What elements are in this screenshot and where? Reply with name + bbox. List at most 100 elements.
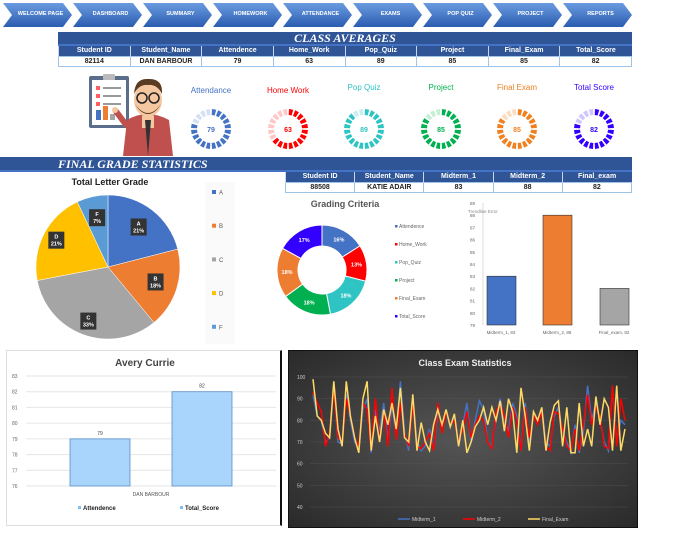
column-header: Pop_Quiz (344, 46, 417, 56)
gauge-segment (296, 113, 304, 121)
gauge-segment (521, 110, 528, 118)
nav-welcome-page[interactable]: WELCOME PAGE (3, 3, 72, 27)
gauge-segment (511, 109, 517, 116)
gauge-segment (192, 118, 200, 125)
gauge-value: 85 (437, 127, 445, 134)
y-tick-label: 90 (297, 397, 303, 403)
header-row: Student ID Student_Name Midterm_1 Midterm_2… (284, 172, 632, 182)
gauge-segment (578, 113, 586, 121)
gauge-value: 85 (513, 127, 521, 134)
gauge-segment (344, 129, 351, 135)
pie-label-value: 21% (51, 242, 62, 248)
cell: 89 (344, 55, 418, 67)
gauge-segment (288, 142, 294, 149)
gauge-segment (454, 123, 461, 129)
gauge-segment (506, 110, 513, 118)
legend-swatch (395, 315, 398, 318)
donut-label: 18% (340, 294, 351, 300)
y-tick-label: 81 (12, 405, 18, 411)
gauge-segment (602, 137, 610, 145)
gauge-segment (501, 137, 509, 145)
pie-label-box (80, 312, 97, 330)
nav-homework[interactable]: HOMEWORK (213, 3, 282, 27)
gauge-segment (530, 129, 537, 135)
legend-swatch (212, 223, 216, 228)
gauge-segment (277, 140, 284, 148)
gauge-segment (299, 118, 307, 125)
nav-exams[interactable]: EXAMS (353, 3, 422, 27)
legend-label: D (219, 292, 224, 298)
gauge-segment (425, 113, 433, 121)
data-row: 88508 KATIE ADAIR 83 88 82 (284, 181, 633, 193)
gauge-segment (222, 118, 230, 125)
nav-attendance[interactable]: ATTENDANCE (283, 3, 352, 27)
chevron-shape (493, 3, 562, 27)
nav-summary[interactable]: SUMMARY (143, 3, 212, 27)
bar-2 (599, 288, 630, 326)
y-tick-label: 86 (470, 238, 476, 243)
gauge-segment (211, 142, 217, 149)
pie-label-value: 7% (93, 219, 101, 225)
midterm-bar-chart: 79 80 81 82 83 84 85 86 87 88 89 Trendline Error Mid… (468, 201, 630, 335)
cell: 88 (492, 181, 563, 193)
chevron-shape (3, 3, 72, 27)
legend-label: Home_Work (399, 242, 427, 248)
trendline-annotation: Trendline Error (468, 209, 498, 214)
gauge-segment (301, 123, 308, 129)
pie-slice-D (35, 201, 109, 281)
legend-label: B (219, 224, 223, 230)
nav-label: EXAMS (380, 11, 401, 17)
gauge-segment (497, 129, 504, 135)
chevron-shape (423, 3, 492, 27)
gauge-label: Final Exam (496, 83, 537, 92)
gauge-segment (435, 142, 441, 149)
navigation-bar: WELCOME PAGE DASHBOARD SUMMARY HOMEWORK ATTE… (3, 3, 633, 27)
gauge-segment (594, 142, 600, 149)
gauge-segment (575, 118, 583, 125)
gauge-final-exam: 85 (497, 109, 537, 149)
gauge-segment (501, 113, 509, 121)
donut-label: 13% (351, 263, 362, 269)
nav-reports[interactable]: REPORTS (563, 3, 632, 27)
y-tick-label: 89 (470, 201, 476, 206)
column-header: Student ID (284, 172, 355, 182)
bar-0 (486, 275, 517, 326)
y-tick-label: 70 (297, 440, 303, 446)
gauge-segment (215, 140, 222, 148)
donut-title: Grading Criteria (310, 199, 380, 209)
gauge-segment (517, 142, 523, 149)
gauge-segment (353, 140, 360, 148)
chevron-shape (143, 3, 212, 27)
gauge-total-score: 82 (574, 109, 614, 149)
class-averages-title: CLASS AVERAGES (58, 32, 632, 46)
y-tick-label: 40 (297, 505, 303, 511)
gauge-segment (272, 137, 280, 145)
data-row: 82114 DAN BARBOUR 79 63 89 85 85 82 (58, 55, 632, 67)
pie-label-category: A (137, 221, 141, 227)
gauge-segment (344, 123, 351, 129)
class-exam-line-chart: 40 50 60 70 80 90 100 Midterm_1 Midterm_2 Final_E… (297, 375, 628, 523)
nav-label: REPORTS (587, 11, 614, 17)
column-header: Student_Name (354, 172, 424, 182)
gauge-segment (368, 140, 375, 148)
gauge-segment (292, 110, 299, 118)
y-tick-label: 80 (12, 421, 18, 427)
gauge-segment (299, 133, 307, 140)
final-grade-statistics-title: FINAL GRADE STATISTICS (0, 157, 632, 172)
gauge-segment (530, 123, 537, 129)
gauge-segment (358, 142, 364, 149)
gauge-segment (588, 142, 594, 149)
y-tick-label: 80 (297, 418, 303, 424)
gauge-segment (368, 110, 375, 118)
nav-dashboard[interactable]: DASHBOARD (73, 3, 142, 27)
pie-label-category: B (154, 276, 158, 282)
nav-project[interactable]: PROJECT (493, 3, 562, 27)
cell: 83 (423, 181, 494, 193)
nav-pop-quiz[interactable]: POP QUIZ (423, 3, 492, 27)
gauge-segment (205, 109, 211, 116)
pie-label-box (89, 209, 106, 227)
y-tick-label: 76 (12, 484, 18, 490)
gauge-segment (219, 137, 227, 145)
gauge-segment (435, 109, 441, 116)
